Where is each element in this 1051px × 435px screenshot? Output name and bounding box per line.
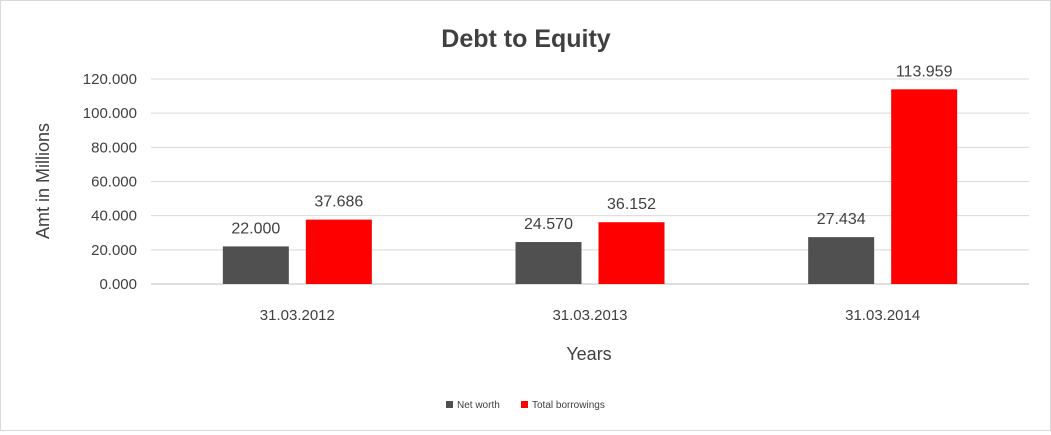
y-tick-label: 40.000 xyxy=(91,208,137,225)
y-tick-labels: 0.000 20.000 40.000 60.000 80.000 100.000 120.… xyxy=(83,71,137,293)
legend-label: Total borrowings xyxy=(532,400,605,411)
data-label: 24.570 xyxy=(524,216,573,233)
data-label: 27.434 xyxy=(817,211,866,228)
y-tick-label: 80.000 xyxy=(91,139,137,156)
bar-total-borrowings xyxy=(891,89,958,284)
bar-total-borrowings xyxy=(305,219,372,284)
legend-swatch xyxy=(521,401,528,408)
category-label: 31.03.2014 xyxy=(845,307,920,324)
bar-net-worth xyxy=(808,237,875,284)
y-tick-label: 100.000 xyxy=(83,105,137,122)
data-label: 37.686 xyxy=(314,194,363,211)
data-label: 113.959 xyxy=(896,63,953,80)
category-labels: 31.03.2012 31.03.2013 31.03.2014 xyxy=(260,307,920,324)
x-axis-title: Years xyxy=(566,344,611,364)
category-label: 31.03.2012 xyxy=(260,307,335,324)
chart-title: Debt to Equity xyxy=(441,25,611,53)
data-label: 22.000 xyxy=(231,220,280,237)
y-tick-label: 20.000 xyxy=(91,242,137,259)
legend: Net worth Total borrowings xyxy=(446,400,605,411)
y-tick-label: 60.000 xyxy=(91,174,137,191)
bar-total-borrowings xyxy=(598,222,665,284)
category-label: 31.03.2013 xyxy=(552,307,627,324)
gridlines xyxy=(151,78,1029,285)
y-tick-label: 0.000 xyxy=(99,276,137,293)
bar-net-worth xyxy=(515,242,582,284)
y-axis-title: Amt in Millions xyxy=(33,123,53,239)
data-labels: 22.000 37.686 24.570 36.152 27.434 113.959 xyxy=(231,63,952,237)
legend-swatch xyxy=(446,401,453,408)
bar-net-worth xyxy=(222,246,289,284)
legend-label: Net worth xyxy=(457,400,500,411)
y-tick-label: 120.000 xyxy=(83,71,137,88)
data-label: 36.152 xyxy=(607,196,656,213)
bars xyxy=(222,89,958,284)
